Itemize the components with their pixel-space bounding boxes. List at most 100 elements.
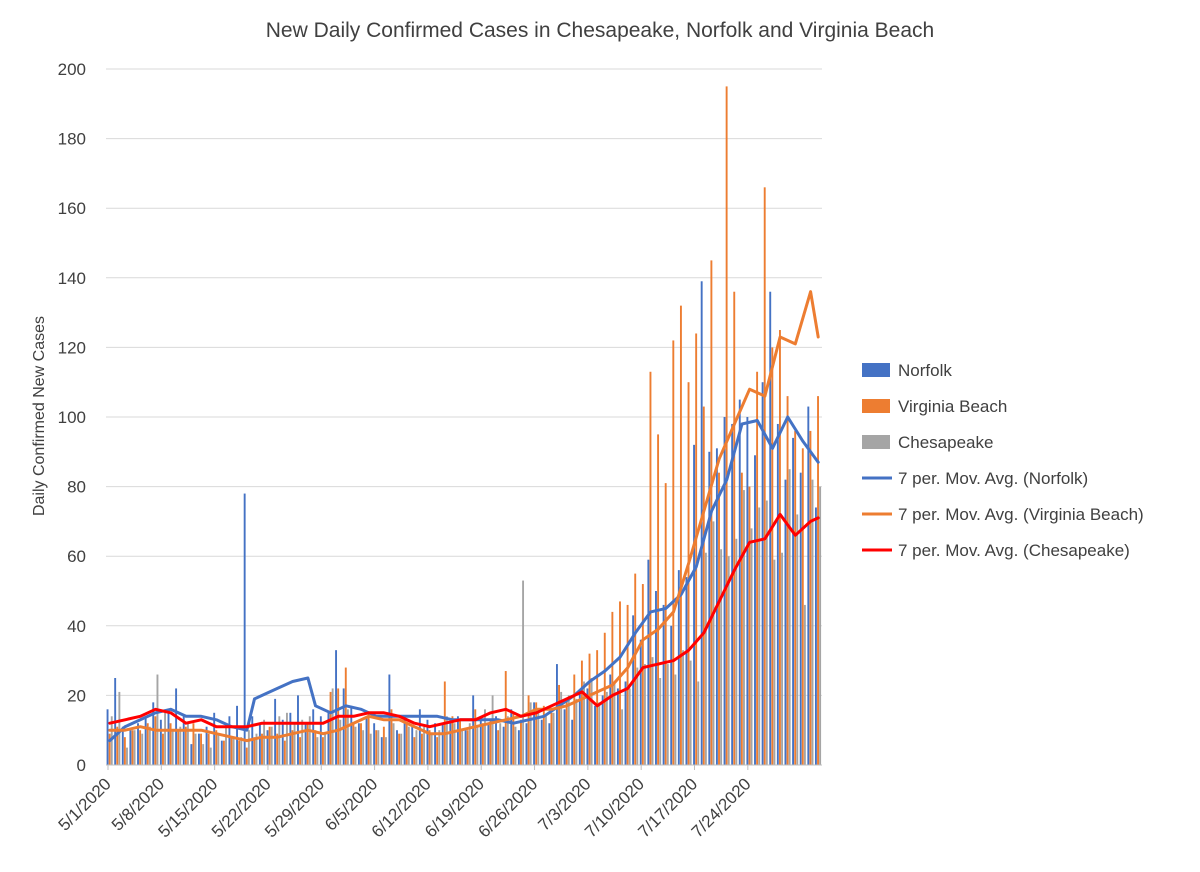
bar-virginia-beach [207,733,210,765]
bar-norfolk [556,664,558,765]
bar-chesapeake [209,747,212,765]
bar-norfolk [616,688,619,765]
bar-chesapeake [621,709,624,765]
gridlines [106,68,822,696]
bar-chesapeake [278,716,281,765]
bar-chesapeake [445,716,448,765]
bar-chesapeake [743,490,745,765]
bar-chesapeake [682,650,684,765]
bar-virginia-beach [375,730,378,765]
bar-virginia-beach [405,723,408,765]
bar-chesapeake [491,695,494,765]
bar-chesapeake [765,500,768,765]
bar-virginia-beach [398,733,401,765]
bar-norfolk [586,688,589,765]
bar-norfolk [106,709,109,765]
bar-chesapeake [385,737,387,765]
bar-virginia-beach [139,730,142,765]
bar-chesapeake [316,737,319,765]
bar-virginia-beach [558,684,560,765]
bar-chesapeake [803,604,806,765]
bar-chesapeake [636,667,639,765]
bar-virginia-beach [268,726,271,765]
bar-chesapeake [529,702,532,765]
bar-chesapeake [430,733,433,765]
bar-norfolk [792,437,795,765]
bar-chesapeake [232,737,235,765]
bar-norfolk [632,615,635,765]
bar-norfolk [738,399,741,765]
legend-swatch-norfolk [862,363,890,377]
bar-chesapeake [118,691,121,765]
bar-chesapeake [148,726,151,765]
bar-norfolk [807,406,810,765]
bar-norfolk [624,681,627,765]
bar-norfolk [152,702,155,765]
bar-chesapeake [522,580,525,765]
bar-chesapeake [598,702,601,765]
bar-virginia-beach [733,291,736,765]
bar-norfolk [814,507,817,765]
bar-norfolk [327,712,330,765]
bar-virginia-beach [687,382,690,765]
bar-chesapeake [362,730,365,765]
bar-virginia-beach [550,712,553,765]
bar-norfolk [167,712,170,765]
bar-norfolk [228,716,231,765]
bar-norfolk [403,716,406,765]
bar-norfolk [708,451,711,765]
bar-virginia-beach [497,730,500,765]
bar-norfolk [243,493,246,765]
bar-virginia-beach [352,723,355,765]
legend-swatch-virginia-beach [862,399,890,413]
bar-norfolk [662,604,665,765]
bar-virginia-beach [131,730,134,765]
bar-norfolk [655,591,657,765]
bar-chesapeake [293,723,296,765]
bar-chesapeake [773,559,776,765]
bar-virginia-beach [116,726,119,765]
bar-norfolk [159,719,162,765]
bar-chesapeake [263,719,266,765]
y-tick-label: 20 [67,686,86,705]
bar-norfolk [479,719,482,765]
bar-virginia-beach [283,740,286,765]
bar-virginia-beach [512,712,515,765]
line-7-per-mov-avg-virginia-beach- [108,290,820,743]
bar-chesapeake [126,747,128,765]
bar-chesapeake [270,726,273,765]
legend-swatch-chesapeake [862,435,890,449]
bar-chesapeake [141,733,144,765]
bar-virginia-beach [451,716,454,765]
bar-virginia-beach [192,723,195,765]
bar-virginia-beach [390,709,393,765]
bar-chesapeake [133,730,136,765]
bar-norfolk [517,730,520,765]
bar-virginia-beach [657,434,660,765]
bar-chesapeake [423,726,425,765]
bar-virginia-beach [504,671,507,765]
legend: Norfolk Virginia Beach Chesapeake 7 per. Mo… [862,361,1144,560]
bar-norfolk [144,716,147,765]
bar-norfolk [175,688,178,765]
bar-virginia-beach [794,430,797,765]
bar-virginia-beach [466,730,469,765]
bar-virginia-beach [154,716,157,765]
bar-norfolk [213,712,216,765]
bar-virginia-beach [459,719,461,765]
bar-virginia-beach [489,719,492,765]
bar-virginia-beach [542,705,545,765]
y-tick-label: 80 [67,478,86,497]
bar-virginia-beach [230,737,233,765]
bar-virginia-beach [626,604,629,765]
line-7-per-mov-avg-chesapeake- [108,512,820,729]
bar-chesapeake [613,681,616,765]
bar-norfolk [357,723,360,765]
bar-norfolk [525,723,528,765]
bar-chesapeake [811,479,814,765]
bar-virginia-beach [238,740,241,765]
bar-virginia-beach [337,688,340,765]
bar-chesapeake [240,737,243,765]
bar-virginia-beach [535,702,538,765]
bar-chesapeake [819,486,822,765]
